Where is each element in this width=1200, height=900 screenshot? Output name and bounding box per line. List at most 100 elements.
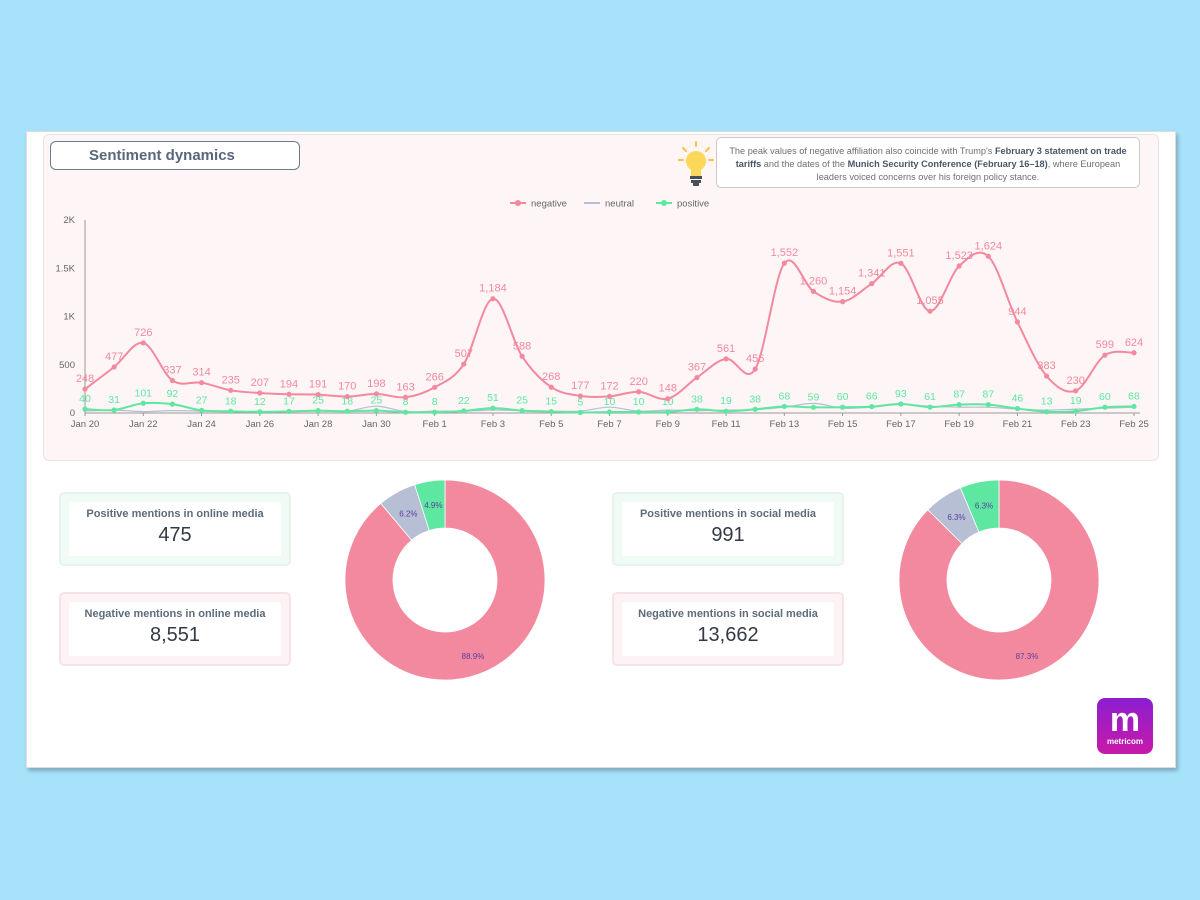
data-label-positive: 25 xyxy=(371,395,383,407)
data-label-positive: 38 xyxy=(691,393,703,405)
donut-label-positive: 6.3% xyxy=(975,501,993,510)
point-negative xyxy=(111,364,117,370)
data-label-negative: 1,260 xyxy=(800,275,828,287)
data-label-negative: 148 xyxy=(659,383,677,395)
online-negative-value: 8,551 xyxy=(149,624,201,646)
sentiment-line-chart: 0 500 1K 1.5K 2K Jan 20 Jan 22 Jan 24 Jan 26 Jan … xyxy=(55,199,1148,431)
series-line-negative xyxy=(84,251,1135,401)
point-negative xyxy=(82,386,88,392)
report-slide: Sentiment dynamics The peak values of ne… xyxy=(26,131,1176,768)
donut-slice-positive xyxy=(414,480,446,531)
data-label-negative: 1,552 xyxy=(771,247,799,259)
data-label-positive: 13 xyxy=(1041,396,1053,408)
donut-slice-positive xyxy=(959,480,1000,533)
point-positive xyxy=(1014,405,1021,412)
point-negative xyxy=(665,396,671,402)
online-negative-label: Negative mentions in online media xyxy=(84,608,266,620)
data-label-negative: 1,341 xyxy=(858,268,886,280)
data-label-positive: 8 xyxy=(432,396,438,408)
data-label-positive: 68 xyxy=(778,390,790,402)
y-tick-label: 0 xyxy=(70,408,75,419)
legend-label-negative: negative xyxy=(531,199,567,210)
legend-label-neutral: neutral xyxy=(605,199,634,210)
lightbulb-icon xyxy=(678,141,714,186)
data-label-positive: 18 xyxy=(225,395,237,407)
point-negative xyxy=(548,384,554,390)
data-label-negative: 163 xyxy=(396,381,414,393)
data-label-positive: 27 xyxy=(196,394,208,406)
social-negative-card: Negative mentions in social media 13,662 xyxy=(612,592,844,666)
social-negative-value: 13,662 xyxy=(697,624,759,646)
x-tick-label: Jan 26 xyxy=(246,419,275,430)
data-label-negative: 207 xyxy=(251,377,269,389)
point-positive xyxy=(898,401,904,407)
point-negative xyxy=(606,393,613,400)
data-label-negative: 230 xyxy=(1067,375,1085,387)
data-label-positive: 25 xyxy=(312,395,324,407)
x-tick-label: Jan 22 xyxy=(129,419,158,430)
x-tick-label: Feb 13 xyxy=(770,419,800,430)
point-negative xyxy=(519,353,525,359)
y-tick-label: 2K xyxy=(63,215,75,226)
x-tick-label: Feb 3 xyxy=(481,419,505,430)
data-label-positive: 60 xyxy=(1099,391,1111,403)
data-label-positive: 92 xyxy=(167,388,179,400)
point-positive xyxy=(344,408,350,414)
donut-slice-negative xyxy=(899,480,1099,680)
data-label-positive: 8 xyxy=(403,396,409,408)
point-negative xyxy=(198,380,205,386)
data-label-negative: 194 xyxy=(280,378,298,390)
data-label-negative: 177 xyxy=(571,380,589,392)
point-negative xyxy=(373,391,379,397)
point-negative xyxy=(752,366,758,372)
legend-marker-negative xyxy=(515,200,521,206)
data-label-positive: 46 xyxy=(1012,393,1024,405)
point-positive xyxy=(665,409,671,415)
x-tick-label: Feb 1 xyxy=(423,419,447,430)
data-label-negative: 624 xyxy=(1125,337,1143,349)
x-tick-label: Feb 21 xyxy=(1003,419,1033,430)
point-negative xyxy=(402,394,409,400)
point-positive xyxy=(461,408,467,414)
point-positive xyxy=(781,403,787,410)
online-media-donut: 88.9% 6.2% 4.9% xyxy=(345,480,545,680)
chart-title: Sentiment dynamics xyxy=(50,141,300,170)
note-bold-2: Munich Security Conference (February 16–… xyxy=(847,159,1048,169)
point-positive xyxy=(82,406,88,412)
data-label-positive: 22 xyxy=(458,395,470,407)
legend-marker-positive xyxy=(661,200,667,206)
donut-slice-negative xyxy=(345,480,545,680)
data-label-negative: 944 xyxy=(1008,306,1026,318)
point-positive xyxy=(198,407,205,413)
data-label-positive: 87 xyxy=(953,389,965,401)
point-negative xyxy=(636,389,642,395)
x-tick-label: Jan 30 xyxy=(362,419,391,430)
data-label-negative: 588 xyxy=(513,340,531,352)
insight-note: The peak values of negative affiliation … xyxy=(716,137,1140,188)
data-label-positive: 10 xyxy=(604,396,616,408)
data-label-negative: 191 xyxy=(309,379,327,391)
point-positive xyxy=(723,408,729,414)
point-positive xyxy=(519,407,525,414)
note-text-3: , where European leaders voiced concerns… xyxy=(816,159,1121,182)
point-positive xyxy=(1102,404,1108,410)
point-positive xyxy=(286,408,292,414)
y-tick-label: 500 xyxy=(59,360,75,371)
data-label-positive: 10 xyxy=(662,396,674,408)
data-label-positive: 19 xyxy=(1070,395,1082,407)
x-tick-label: Jan 20 xyxy=(71,419,100,430)
data-label-negative: 235 xyxy=(222,374,240,386)
point-positive xyxy=(111,407,117,413)
data-label-negative: 455 xyxy=(746,353,764,365)
note-text-1: The peak values of negative affiliation … xyxy=(729,146,995,156)
donut-label-neutral: 6.3% xyxy=(947,513,965,522)
legend-label-positive: positive xyxy=(677,199,709,210)
data-label-positive: 101 xyxy=(135,387,153,399)
data-label-positive: 25 xyxy=(516,395,528,407)
data-label-positive: 38 xyxy=(749,393,761,405)
data-label-positive: 51 xyxy=(487,392,499,404)
data-label-negative: 268 xyxy=(542,371,560,383)
data-label-positive: 68 xyxy=(1128,390,1140,402)
donut-label-positive: 4.9% xyxy=(424,501,442,510)
point-positive xyxy=(752,406,758,412)
